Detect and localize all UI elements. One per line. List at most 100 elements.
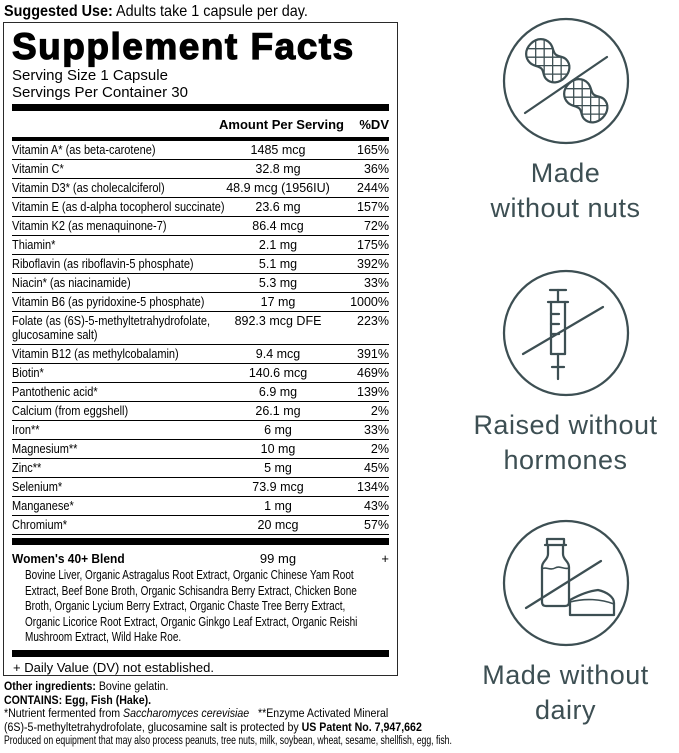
nutrient-note-italic: Saccharomyces cerevisiae (123, 706, 250, 721)
table-row: Pantothenic acid* 6.9 mg 139% (12, 383, 389, 402)
nutrient-dv: 165% (357, 143, 389, 157)
nutrient-dv: 36% (363, 162, 389, 176)
table-row: Magnesium** 10 mg 2% (12, 440, 389, 459)
blend-dv: + (381, 551, 389, 566)
table-row: Vitamin A* (as beta-carotene) 1485 mcg 1… (12, 141, 389, 160)
nutrient-amount: 6.9 mg (258, 385, 298, 399)
nutrient-amount: 17 mg (260, 295, 296, 309)
nutrient-amount: 1 mg (264, 499, 292, 513)
nutrient-amount: 26.1 mg (255, 404, 301, 418)
divider-medium (12, 137, 389, 141)
badge-caption-line1: Made (530, 158, 601, 188)
nutrient-dv: 175% (357, 238, 389, 252)
no-hormones-icon (502, 269, 629, 397)
table-row: Vitamin E (as d-alpha tocopherol succina… (12, 198, 389, 217)
nutrient-amount: 86.4 mcg (252, 219, 304, 233)
nutrient-name: Zinc** (12, 461, 42, 475)
blend-amount: 99 mg (259, 551, 297, 566)
nutrient-name: Selenium* (12, 480, 63, 494)
suggested-use: Suggested Use: Adults take 1 capsule per… (4, 2, 308, 21)
badge-caption: Made without dairy (482, 658, 649, 728)
blend-row: Women's 40+ Blend 99 mg + (12, 545, 389, 566)
nutrient-name: Thiamin* (12, 238, 56, 252)
nutrient-dv: 157% (357, 200, 389, 214)
nutrient-name: Iron** (12, 423, 40, 437)
table-row: Biotin* 140.6 mcg 469% (12, 364, 389, 383)
nutrient-dv: 72% (363, 219, 389, 233)
nutrient-amount: 5.3 mg (258, 276, 298, 290)
other-ingredients-line: Other ingredients: Bovine gelatin. (4, 679, 168, 694)
nutrient-name: Manganese* (12, 499, 74, 513)
nutrient-dv: 244% (357, 181, 389, 195)
nutrient-dv: 45% (363, 461, 389, 475)
table-row: Vitamin D3* (as cholecalciferol) 48.9 mc… (12, 179, 389, 198)
nutrient-dv: 139% (357, 385, 389, 399)
table-row: Riboflavin (as riboflavin-5 phosphate) 5… (12, 255, 389, 274)
table-row: Calcium (from eggshell) 26.1 mg 2% (12, 402, 389, 421)
table-row: Thiamin* 2.1 mg 175% (12, 236, 389, 255)
badge-caption-line2: dairy (534, 695, 597, 725)
other-ingredients-label: Other ingredients: (4, 679, 96, 693)
nutrient-name: Vitamin K2 (as menaquinone-7) (12, 219, 167, 233)
badge-caption: Made without nuts (490, 156, 640, 226)
suggested-use-text: Adults take 1 capsule per day. (112, 3, 308, 20)
nutrient-name: Vitamin D3* (as cholecalciferol) (12, 181, 165, 195)
table-row: Selenium* 73.9 mcg 134% (12, 478, 389, 497)
panel-title: Supplement Facts (11, 26, 355, 67)
badge-made-without-dairy: Made without dairy (452, 518, 679, 728)
column-header-dv: %DV (359, 116, 389, 132)
nutrient-amount: 5.1 mg (258, 257, 298, 271)
nutrient-name: Vitamin B12 (as methylcobalamin) (12, 347, 179, 361)
nutrient-amount: 9.4 mcg (255, 347, 301, 361)
patent-number: US Patent No. 7,947,662 (301, 719, 422, 734)
blend-ingredients-wrap: Bovine Liver, Organic Astragalus Root Ex… (12, 566, 389, 650)
nutrient-dv: 391% (357, 347, 389, 361)
badge-caption-line2: without nuts (490, 193, 641, 223)
table-row: Niacin* (as niacinamide) 5.3 mg 33% (12, 274, 389, 293)
divider-thick-blend (12, 538, 389, 545)
nutrient-dv: 33% (363, 276, 389, 290)
supplement-facts-panel: Supplement Facts Serving Size 1 Capsule … (3, 22, 398, 676)
divider-thick-top (12, 104, 389, 111)
table-row: Iron** 6 mg 33% (12, 421, 389, 440)
nutrient-dv: 2% (370, 404, 389, 418)
nutrient-note-post: **Enzyme Activated Mineral (249, 706, 389, 721)
nutrient-dv: 469% (357, 366, 389, 380)
allergen-line: Produced on equipment that may also proc… (4, 733, 452, 748)
footer-notes: Other ingredients: Bovine gelatin. CONTA… (4, 679, 674, 748)
nutrient-note-line: *Nutrient fermented from Saccharomyces c… (4, 706, 389, 721)
nutrient-amount: 892.3 mcg DFE (234, 314, 322, 328)
table-header: Amount Per Serving %DV (12, 111, 389, 137)
nutrient-amount: 140.6 mcg (248, 366, 308, 380)
nutrient-dv: 57% (363, 518, 389, 532)
nutrient-note-pre: *Nutrient fermented from (4, 706, 124, 721)
table-row: Vitamin B6 (as pyridoxine-5 phosphate) 1… (12, 293, 389, 312)
table-row: Vitamin C* 32.8 mg 36% (12, 160, 389, 179)
nutrient-name: Riboflavin (as riboflavin-5 phosphate) (12, 257, 194, 271)
nutrient-dv: 43% (363, 499, 389, 513)
table-row: Folate (as (6S)-5-methyltetrahydrofolate… (12, 312, 389, 345)
badge-caption-line1: Raised without (473, 410, 658, 440)
nutrient-name: Vitamin A* (as beta-carotene) (12, 143, 156, 157)
patent-pre: (6S)-5-methyltetrahydrofolate, glucosami… (4, 719, 302, 734)
contains-text: CONTAINS: Egg, Fish (Hake). (4, 692, 152, 707)
badge-raised-without-hormones: Raised without hormones (452, 268, 679, 478)
nutrient-amount: 20 mcg (257, 518, 299, 532)
nutrient-dv: 392% (357, 257, 389, 271)
table-row: Vitamin K2 (as menaquinone-7) 86.4 mcg 7… (12, 217, 389, 236)
contains-line: CONTAINS: Egg, Fish (Hake). (4, 692, 152, 708)
facts-rows: Vitamin A* (as beta-carotene) 1485 mcg 1… (12, 141, 389, 535)
blend-name-cell: Women's 40+ Blend (12, 551, 219, 566)
nutrient-name: Calcium (from eggshell) (12, 404, 129, 418)
nutrient-dv: 1000% (350, 295, 389, 309)
no-dairy-icon (502, 519, 629, 647)
nutrient-name: Vitamin B6 (as pyridoxine-5 phosphate) (12, 295, 205, 309)
nutrient-amount: 32.8 mg (255, 162, 301, 176)
nutrient-name: Niacin* (as niacinamide) (12, 276, 131, 290)
table-row: Manganese* 1 mg 43% (12, 497, 389, 516)
nutrient-name: Magnesium** (12, 442, 78, 456)
table-row: Zinc** 5 mg 45% (12, 459, 389, 478)
nutrient-name: Biotin* (12, 366, 44, 380)
nutrient-name: Chromium* (12, 518, 68, 532)
